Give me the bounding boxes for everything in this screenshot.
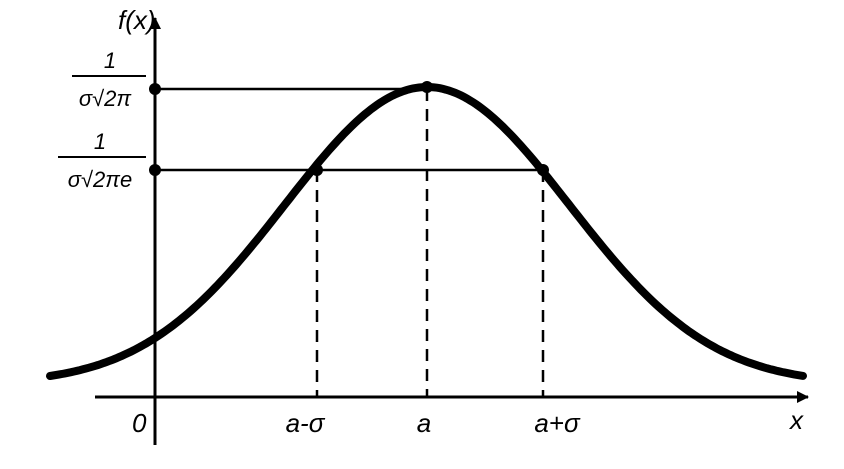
- origin-label: 0: [132, 408, 147, 438]
- point: [537, 164, 549, 176]
- x-axis-label: x: [788, 405, 804, 435]
- x-tick-label: a+σ: [534, 408, 581, 438]
- numerator: 1: [94, 129, 106, 154]
- y-axis-label: f(x): [118, 5, 156, 35]
- numerator: 1: [104, 48, 116, 73]
- denominator: σ√2πe: [68, 167, 133, 192]
- x-tick-label: a-σ: [286, 408, 326, 438]
- point: [421, 81, 433, 93]
- x-tick-label: a: [417, 408, 431, 438]
- point: [149, 83, 161, 95]
- point: [149, 164, 161, 176]
- denominator: σ√2π: [79, 86, 133, 111]
- point: [311, 164, 323, 176]
